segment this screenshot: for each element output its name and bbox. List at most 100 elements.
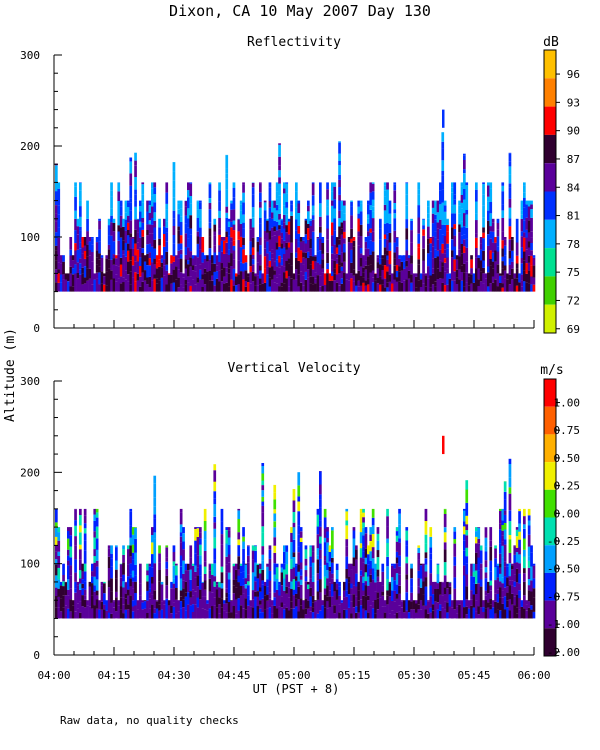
heatmap-cell xyxy=(208,578,212,592)
heatmap-cell xyxy=(95,272,99,279)
heatmap-cell xyxy=(129,525,133,538)
heatmap-cell xyxy=(405,530,409,541)
heatmap-cell xyxy=(323,576,327,589)
heatmap-cell xyxy=(153,608,157,614)
heatmap-cell xyxy=(287,263,291,277)
heatmap-cell xyxy=(431,200,435,208)
heatmap-cell xyxy=(290,588,293,602)
heatmap-cell xyxy=(182,541,185,550)
heatmap-cell xyxy=(139,276,142,287)
heatmap-cell xyxy=(71,605,75,619)
heatmap-cell xyxy=(455,284,459,292)
heatmap-cell xyxy=(523,556,526,569)
heatmap-cell xyxy=(503,609,507,619)
heatmap-cell xyxy=(57,182,61,189)
heatmap-cell xyxy=(127,281,130,292)
heatmap-cell xyxy=(285,214,289,226)
heatmap-cell xyxy=(527,200,531,207)
heatmap-cell xyxy=(455,259,459,270)
heatmap-cell xyxy=(100,255,104,258)
heatmap-cell xyxy=(79,612,82,619)
heatmap-cell xyxy=(256,251,260,263)
heatmap-cell xyxy=(158,610,161,619)
heatmap-cell xyxy=(439,237,442,250)
heatmap-cell xyxy=(283,578,286,591)
heatmap-cell xyxy=(484,578,488,591)
heatmap-cell xyxy=(74,210,77,219)
heatmap-cell xyxy=(62,607,65,619)
heatmap-cell xyxy=(211,606,214,619)
heatmap-cell xyxy=(307,239,310,252)
heatmap-cell xyxy=(172,261,176,270)
heatmap-cell xyxy=(141,202,145,211)
colorbar-segment xyxy=(544,628,556,656)
heatmap-cell xyxy=(422,219,425,226)
heatmap-cell xyxy=(487,253,490,267)
heatmap-cell xyxy=(131,527,135,535)
heatmap-cell xyxy=(518,282,521,292)
heatmap-cell xyxy=(88,586,92,599)
heatmap-cell xyxy=(151,218,154,225)
heatmap-cell xyxy=(443,575,447,588)
heatmap-cell xyxy=(203,508,207,521)
heatmap-cell xyxy=(443,271,447,286)
heatmap-cell xyxy=(79,509,82,515)
heatmap-cell xyxy=(273,484,277,493)
heatmap-cell xyxy=(184,215,188,224)
heatmap-cell xyxy=(508,183,512,188)
heatmap-cell xyxy=(388,606,392,614)
heatmap-cell xyxy=(355,545,358,550)
heatmap-cell xyxy=(508,552,512,564)
heatmap-cell xyxy=(523,251,526,261)
heatmap-cell xyxy=(151,554,154,568)
heatmap-cell xyxy=(398,266,401,272)
heatmap-cell xyxy=(95,512,99,518)
heatmap-cell xyxy=(239,572,243,586)
heatmap-cell xyxy=(242,228,245,238)
heatmap-cell xyxy=(391,565,394,578)
heatmap-cell xyxy=(355,273,358,286)
heatmap-cell xyxy=(67,565,70,580)
heatmap-cell xyxy=(350,273,353,279)
heatmap-cell xyxy=(172,188,176,198)
heatmap-cell xyxy=(453,228,457,236)
heatmap-cell xyxy=(59,282,63,292)
heatmap-cell xyxy=(122,250,125,255)
heatmap-cell xyxy=(309,587,313,597)
heatmap-cell xyxy=(515,536,519,548)
heatmap-cell xyxy=(427,200,430,207)
heatmap-cell xyxy=(148,588,152,593)
heatmap-cell xyxy=(489,590,493,599)
heatmap-cell xyxy=(369,228,373,233)
heatmap-cell xyxy=(364,581,368,586)
heatmap-cell xyxy=(530,545,533,553)
heatmap-cell xyxy=(477,570,481,584)
heatmap-cell xyxy=(441,278,445,283)
heatmap-cell xyxy=(386,508,389,517)
heatmap-cell xyxy=(244,286,248,292)
heatmap-cell xyxy=(410,242,413,256)
colorbar-tick-label: 87 xyxy=(567,153,580,166)
heatmap-cell xyxy=(508,487,512,494)
heatmap-cell xyxy=(501,597,505,604)
heatmap-cell xyxy=(285,232,289,243)
heatmap-cell xyxy=(179,608,183,619)
heatmap-cell xyxy=(321,237,325,243)
heatmap-cell xyxy=(515,603,519,608)
heatmap-cell xyxy=(359,605,363,619)
heatmap-cell xyxy=(74,264,77,274)
heatmap-cell xyxy=(261,569,265,581)
heatmap-cell xyxy=(71,260,75,269)
heatmap-cell xyxy=(83,607,87,619)
heatmap-cell xyxy=(520,214,524,219)
heatmap-cell xyxy=(165,264,169,271)
heatmap-cell xyxy=(465,563,469,575)
heatmap-cell xyxy=(182,607,185,619)
heatmap-cell xyxy=(508,174,512,184)
heatmap-cell xyxy=(86,280,89,292)
heatmap-cell xyxy=(379,581,382,585)
heatmap-cell xyxy=(273,226,277,232)
heatmap-cell xyxy=(256,262,260,276)
heatmap-cell xyxy=(115,281,118,292)
heatmap-cell xyxy=(110,602,113,614)
